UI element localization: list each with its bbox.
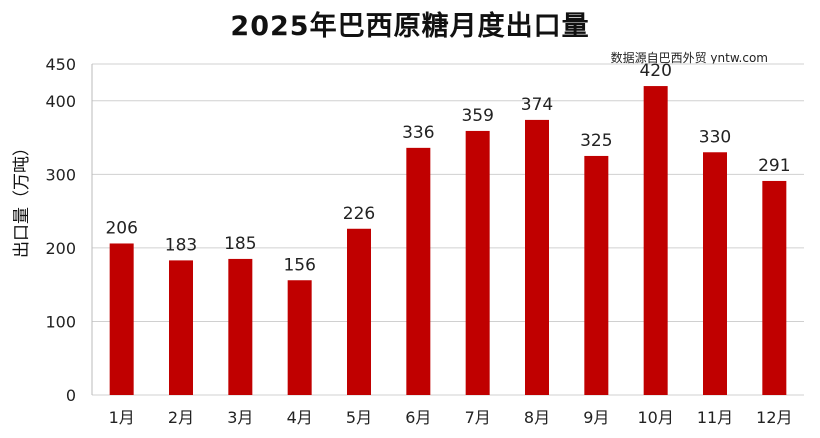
data-label: 206 [105,218,137,238]
data-label: 330 [699,127,731,147]
x-tick-label: 8月 [524,408,550,427]
x-tick-label: 5月 [346,408,372,427]
y-tick-label: 200 [45,239,76,258]
x-tick-label: 7月 [465,408,491,427]
y-tick-label: 400 [45,92,76,111]
bar [525,119,549,395]
bar [406,147,431,395]
bar [465,130,490,396]
x-tick-label: 3月 [227,408,253,427]
x-tick-label: 2月 [168,408,194,427]
x-tick-label: 4月 [287,408,313,427]
y-tick-label: 450 [45,55,76,74]
y-tick-label: 100 [45,312,76,331]
data-label: 420 [639,61,671,81]
x-tick-label: 1月 [109,408,135,427]
x-tick-label: 11月 [697,408,733,427]
bar [762,180,787,395]
data-label: 336 [402,123,434,143]
bar [228,258,253,395]
data-label: 374 [521,95,553,115]
source-note: 数据源自巴西外贸 yntw.com [610,51,768,65]
data-label: 185 [224,234,256,254]
data-label: 291 [758,156,790,176]
chart-title: 2025年巴西原糖月度出口量 [230,11,590,42]
data-label: 183 [165,235,197,255]
x-tick-label: 6月 [405,408,431,427]
bar [703,152,727,395]
data-label: 156 [283,255,315,275]
y-tick-label: 0 [66,386,76,405]
x-tick-label: 10月 [637,408,673,427]
data-label: 359 [461,106,493,126]
bar [287,280,312,395]
data-label: 325 [580,131,612,151]
data-label: 226 [343,204,375,224]
bar [109,243,134,395]
x-tick-label: 12月 [756,408,792,427]
bar [169,260,193,395]
bar [584,155,609,395]
bar [643,86,668,396]
bar [347,228,371,395]
x-tick-label: 9月 [583,408,609,427]
y-tick-label: 300 [45,165,76,184]
